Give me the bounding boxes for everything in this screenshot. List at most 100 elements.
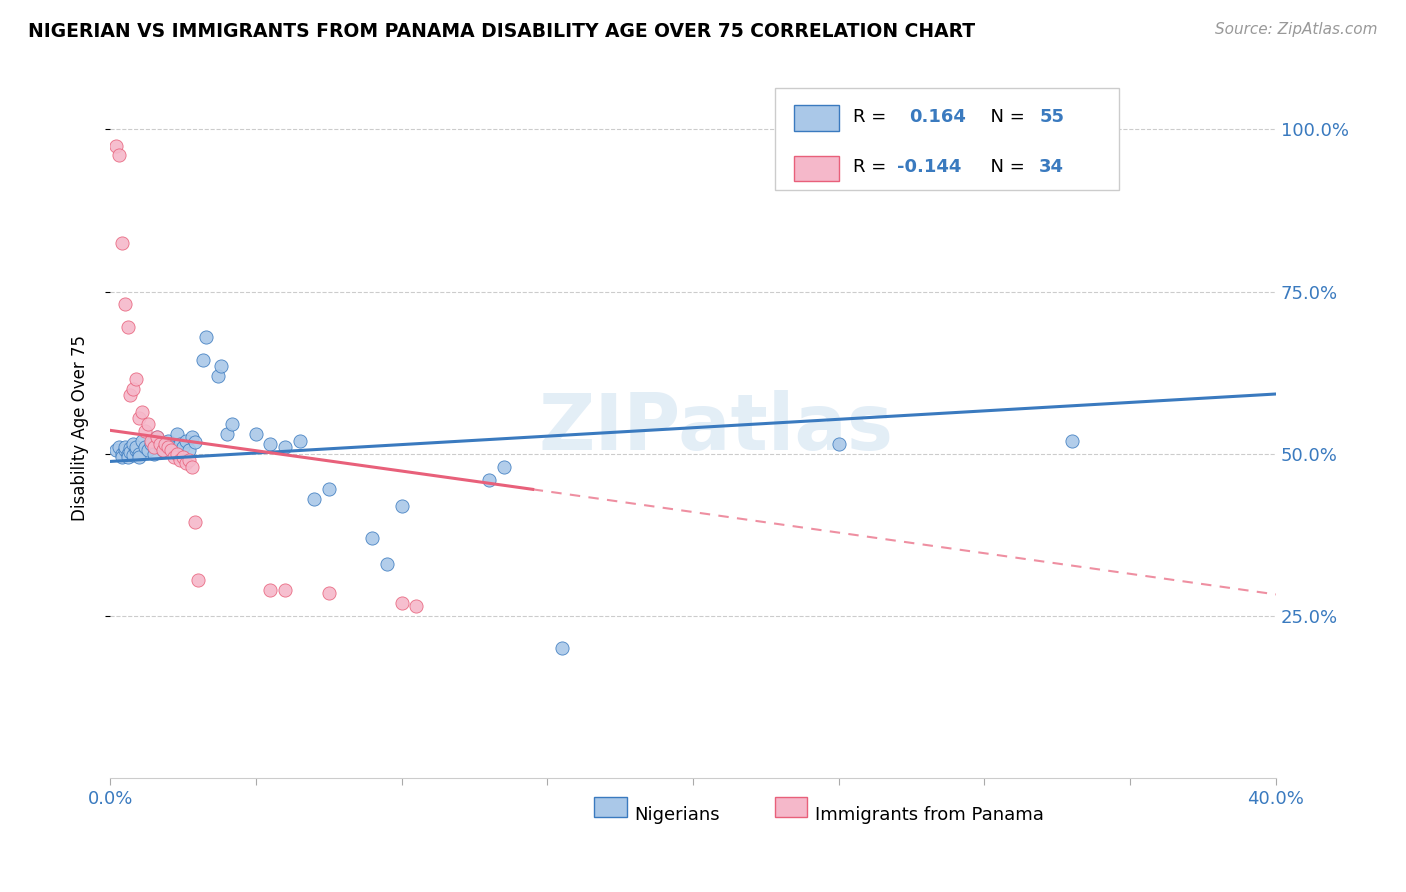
Point [128, 450, 150, 464]
Point [114, 440, 136, 454]
Point [172, 450, 194, 464]
Point [259, 582, 281, 597]
Point [114, 297, 136, 311]
Point [177, 443, 200, 458]
Point [166, 427, 188, 442]
Point [160, 440, 183, 454]
Point [186, 573, 208, 587]
Point [128, 411, 150, 425]
Point [361, 531, 384, 545]
Point [122, 382, 145, 396]
Point [125, 443, 148, 458]
FancyBboxPatch shape [775, 88, 1119, 189]
Point [828, 437, 851, 451]
Point [114, 443, 136, 458]
Point [318, 586, 340, 600]
Point [136, 417, 159, 432]
Point [120, 444, 142, 458]
Text: R =: R = [853, 108, 897, 126]
Point [157, 434, 180, 448]
Point [288, 434, 311, 448]
Point [145, 430, 167, 444]
Bar [794, 156, 839, 181]
Point [195, 330, 218, 344]
Point [375, 557, 398, 571]
Point [149, 437, 172, 451]
Point [174, 457, 197, 471]
Point [169, 437, 191, 451]
Point [391, 596, 413, 610]
Point [160, 443, 183, 458]
Text: R =: R = [853, 158, 891, 176]
Point [193, 352, 215, 367]
Point [104, 138, 127, 153]
Point [180, 459, 202, 474]
Bar [794, 105, 839, 131]
Point [492, 459, 515, 474]
Point [177, 453, 200, 467]
Point [125, 372, 148, 386]
Point [111, 235, 134, 250]
Point [183, 435, 205, 450]
Point [157, 440, 180, 454]
Point [120, 442, 142, 456]
Point [104, 443, 127, 458]
Point [180, 430, 202, 444]
Point [122, 437, 145, 451]
Point [183, 515, 205, 529]
Point [136, 443, 159, 458]
Point [134, 424, 156, 438]
Bar [775, 797, 807, 816]
Point [125, 440, 148, 454]
Point [169, 453, 191, 467]
Point [108, 440, 131, 454]
Text: Immigrants from Panama: Immigrants from Panama [815, 806, 1045, 824]
Point [1060, 434, 1083, 448]
Text: -0.144: -0.144 [897, 158, 962, 176]
Point [274, 440, 297, 454]
Point [215, 427, 238, 442]
Point [120, 388, 142, 402]
Point [128, 447, 150, 461]
Point [152, 443, 174, 458]
Text: 55: 55 [1039, 108, 1064, 126]
Text: Nigerians: Nigerians [634, 806, 720, 824]
Point [478, 473, 501, 487]
Text: 34: 34 [1039, 158, 1064, 176]
Bar [593, 797, 627, 816]
Point [391, 499, 413, 513]
Point [139, 437, 162, 451]
Point [139, 434, 162, 448]
Point [405, 599, 427, 613]
Point [134, 440, 156, 454]
Point [155, 437, 177, 451]
Text: 0.164: 0.164 [908, 108, 966, 126]
Text: NIGERIAN VS IMMIGRANTS FROM PANAMA DISABILITY AGE OVER 75 CORRELATION CHART: NIGERIAN VS IMMIGRANTS FROM PANAMA DISAB… [28, 22, 976, 41]
Point [111, 450, 134, 464]
Point [163, 443, 186, 458]
Point [274, 582, 297, 597]
Point [117, 450, 139, 464]
Point [117, 320, 139, 334]
Point [152, 443, 174, 458]
Point [174, 434, 197, 448]
Point [145, 430, 167, 444]
Point [166, 447, 188, 461]
Point [155, 437, 177, 451]
Point [142, 440, 165, 454]
Text: Source: ZipAtlas.com: Source: ZipAtlas.com [1215, 22, 1378, 37]
Text: N =: N = [979, 108, 1025, 126]
Point [111, 447, 134, 461]
Point [163, 450, 186, 464]
Point [117, 447, 139, 461]
Text: ZIPatlas: ZIPatlas [538, 390, 894, 466]
Y-axis label: Disability Age Over 75: Disability Age Over 75 [72, 334, 89, 521]
Point [172, 440, 194, 454]
Point [221, 417, 243, 432]
Point [131, 404, 153, 418]
Point [108, 148, 131, 162]
Point [207, 368, 229, 383]
Point [131, 434, 153, 448]
Text: N =: N = [979, 158, 1025, 176]
Point [209, 359, 232, 373]
